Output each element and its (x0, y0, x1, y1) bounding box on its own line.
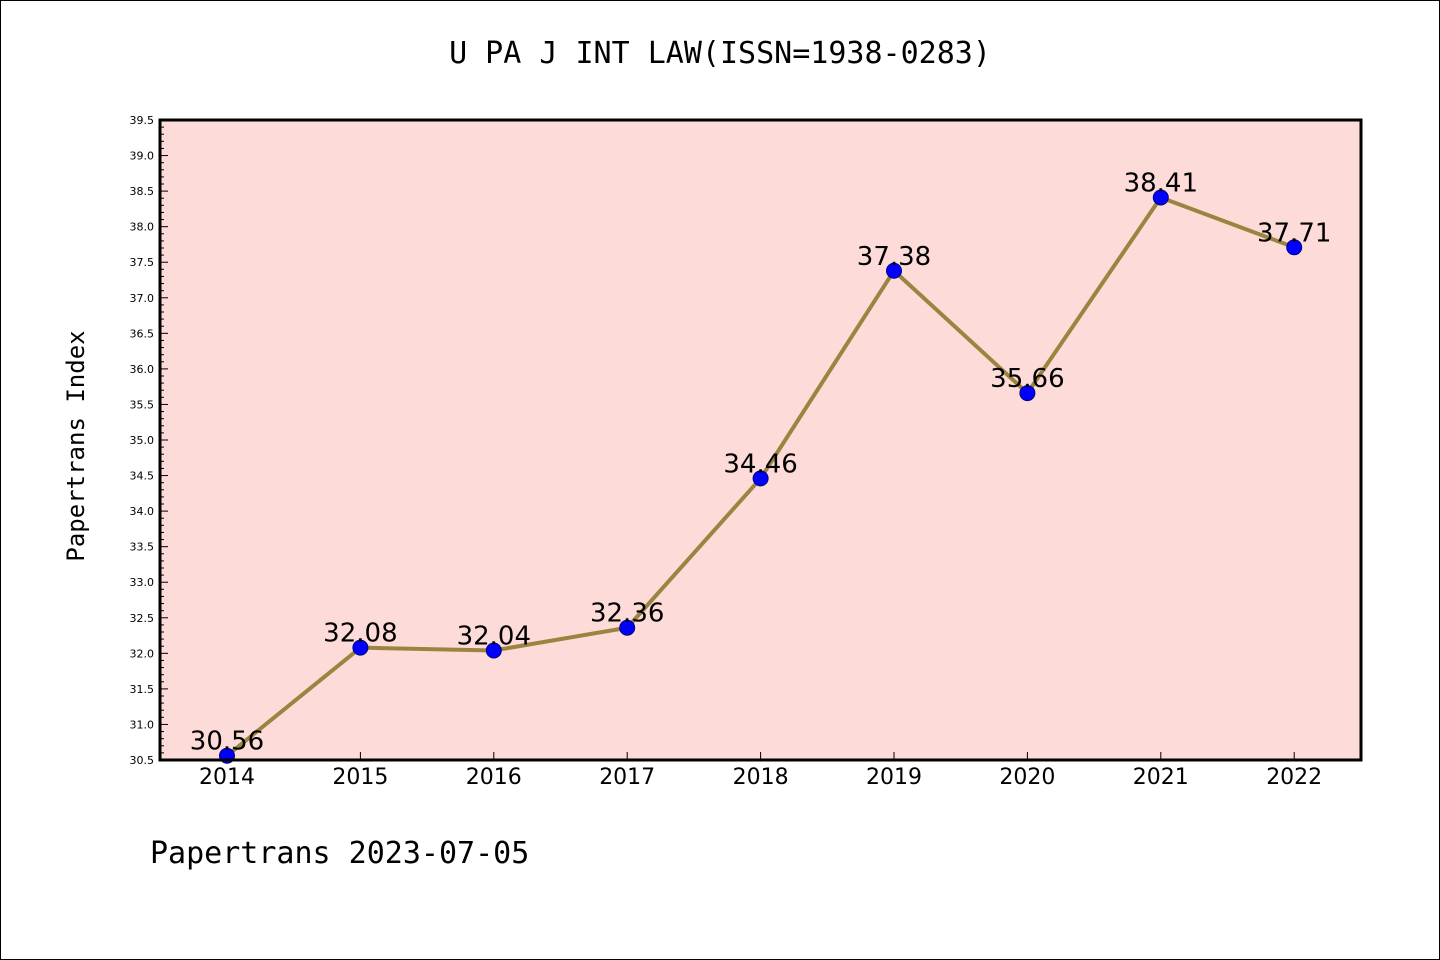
data-point (485, 642, 502, 659)
data-point (1019, 385, 1036, 402)
data-label: 35.66 (990, 364, 1064, 394)
y-tick-label: 35.0 (130, 434, 155, 447)
y-tick-label: 38.0 (130, 221, 155, 234)
data-label: 37.71 (1257, 218, 1331, 248)
data-label: 30.56 (190, 727, 264, 757)
x-tick-label: 2022 (1266, 765, 1322, 790)
x-tick-label: 2020 (999, 765, 1055, 790)
data-label: 34.46 (723, 449, 797, 479)
y-tick-label: 36.5 (130, 327, 155, 340)
y-tick-label: 39.5 (130, 114, 155, 127)
y-tick-label: 31.5 (130, 683, 155, 696)
data-point (352, 639, 369, 656)
chart-title: U PA J INT LAW(ISSN=1938-0283) (449, 36, 991, 71)
data-point (1152, 189, 1169, 206)
y-tick-label: 33.5 (130, 541, 155, 554)
y-tick-label: 37.0 (130, 292, 155, 305)
x-tick-label: 2016 (466, 765, 522, 790)
chart-footer: Papertrans 2023-07-05 (150, 836, 530, 871)
y-tick-label: 36.0 (130, 363, 155, 376)
y-tick-label: 39.0 (130, 150, 155, 163)
data-label: 32.08 (323, 619, 397, 649)
x-tick-label: 2017 (599, 765, 655, 790)
x-tick-label: 2018 (733, 765, 789, 790)
y-tick-label: 34.0 (130, 505, 155, 518)
x-tick-label: 2021 (1133, 765, 1189, 790)
y-tick-label: 32.5 (130, 612, 155, 625)
data-point (619, 619, 636, 636)
y-tick-label: 33.0 (130, 576, 155, 589)
data-point (1286, 239, 1303, 256)
data-label: 32.36 (590, 599, 664, 629)
x-tick-label: 2019 (866, 765, 922, 790)
y-tick-label: 38.5 (130, 185, 155, 198)
data-label: 32.04 (457, 621, 531, 651)
data-point (752, 470, 769, 487)
y-tick-label: 30.5 (130, 754, 155, 767)
plot-border (158, 118, 1363, 762)
data-label: 38.41 (1124, 169, 1198, 199)
x-tick-label: 2015 (332, 765, 388, 790)
y-tick-label: 35.5 (130, 398, 155, 411)
y-tick-label: 34.5 (130, 470, 155, 483)
data-point (886, 262, 902, 279)
y-tick-label: 37.5 (130, 256, 155, 269)
x-tick-label: 2014 (199, 765, 255, 790)
y-tick-label: 32.0 (130, 647, 155, 660)
data-label: 37.38 (857, 242, 931, 272)
y-tick-label: 31.0 (130, 718, 155, 731)
